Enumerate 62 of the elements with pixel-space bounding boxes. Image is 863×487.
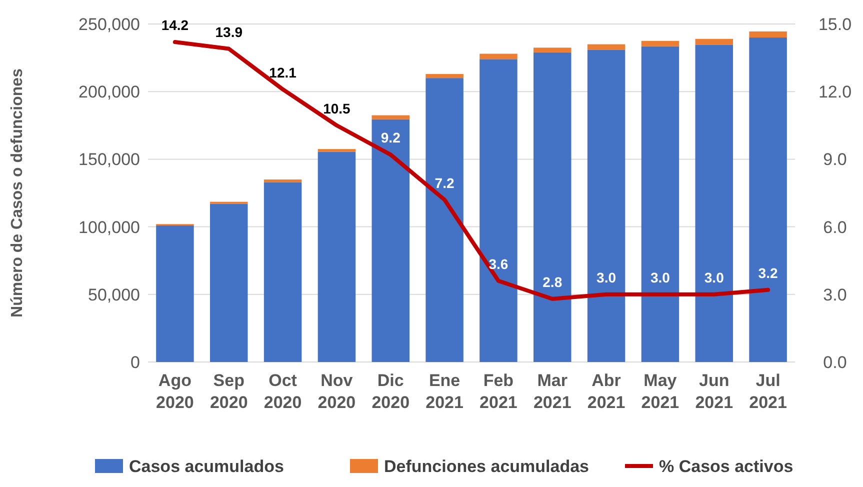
x-tick-label: Feb 2021 (480, 371, 518, 412)
y2-tick-label: 3.0 (823, 285, 847, 304)
data-label: 7.2 (434, 174, 454, 191)
y2-tick-label: 0.0 (823, 352, 847, 372)
bar (372, 119, 410, 362)
x-tick-label: Jul 2021 (749, 371, 787, 412)
data-label: 3.0 (596, 269, 616, 286)
y-axis-title: Número de Casos o defunciones (9, 68, 26, 318)
x-tick-label: Jun 2021 (695, 371, 734, 412)
y-tick-label: 250,000 (78, 14, 140, 34)
data-label: 12.1 (269, 64, 297, 80)
bar (480, 59, 518, 362)
legend-label: % Casos activos (659, 456, 794, 476)
x-tick-label: Dic 2020 (372, 371, 410, 412)
bar (156, 225, 194, 362)
y2-tick-label: 9.0 (823, 150, 847, 170)
bar (318, 149, 356, 152)
data-label: 3.0 (650, 269, 670, 286)
bar (641, 40, 680, 46)
data-label: 14.2 (161, 17, 189, 34)
x-tick-label: May 2021 (641, 371, 680, 412)
bar (587, 44, 626, 50)
bar (534, 48, 572, 52)
x-tick-label: Sep 2020 (210, 371, 248, 412)
legend-label: Defunciones acumuladas (384, 456, 590, 476)
data-label: 2.8 (542, 274, 562, 290)
y2-tick-label: 12.0 (818, 82, 852, 102)
bar (264, 182, 302, 362)
data-label: 3.6 (488, 256, 508, 272)
x-tick-label: Mar 2021 (533, 371, 572, 412)
x-tick-label: Ago 2020 (156, 371, 194, 412)
bar (695, 38, 733, 45)
y-tick-label: 200,000 (78, 82, 140, 102)
data-label: 13.9 (215, 24, 243, 40)
data-label: 9.2 (380, 130, 401, 146)
bar (749, 38, 787, 362)
bar (426, 78, 464, 362)
y2-tick-label: 15.0 (818, 14, 852, 34)
y-tick-label: 0 (130, 352, 140, 372)
x-tick-label: Nov 2020 (318, 371, 356, 412)
y-tick-label: 150,000 (78, 150, 140, 170)
bar (641, 46, 680, 362)
data-label: 10.5 (323, 100, 351, 116)
bar (587, 50, 626, 362)
bar (426, 74, 464, 78)
bar (749, 31, 787, 38)
data-label: 3.2 (758, 264, 778, 281)
data-label: 3.0 (704, 269, 724, 286)
x-tick-label: Ene 2021 (426, 371, 464, 412)
bar (480, 54, 518, 60)
x-tick-label: Abr 2021 (587, 371, 626, 412)
bar (695, 44, 733, 362)
y2-tick-label: 6.0 (823, 218, 847, 237)
y-tick-label: 50,000 (88, 285, 140, 304)
y-tick-label: 100,000 (78, 218, 140, 237)
x-tick-label: Oct 2020 (264, 371, 302, 412)
legend-label: Casos acumulados (129, 456, 284, 476)
bar (264, 179, 302, 182)
bar (318, 152, 356, 362)
bar (372, 115, 410, 120)
bar (534, 52, 572, 362)
bar (210, 204, 248, 362)
